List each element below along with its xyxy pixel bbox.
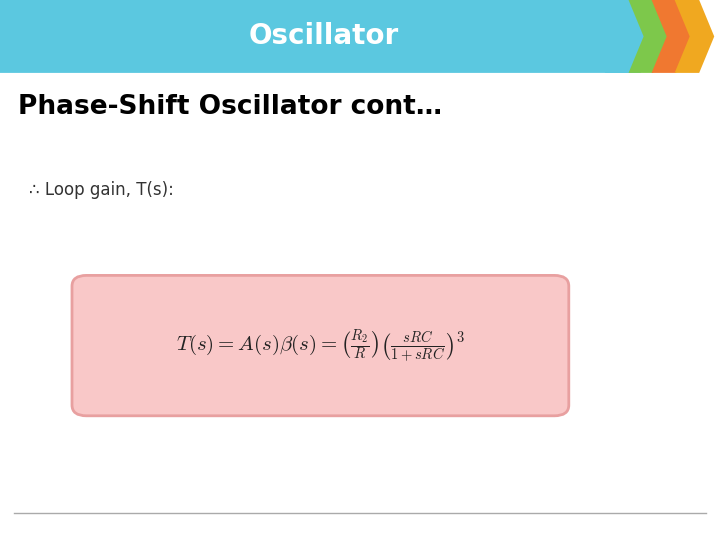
Polygon shape xyxy=(629,0,668,73)
Text: ∴ Loop gain, T(s):: ∴ Loop gain, T(s): xyxy=(29,181,174,199)
Polygon shape xyxy=(675,0,714,73)
Polygon shape xyxy=(0,0,641,73)
Text: Oscillator: Oscillator xyxy=(249,23,399,50)
Text: Phase-Shift Oscillator cont…: Phase-Shift Oscillator cont… xyxy=(18,94,442,120)
Polygon shape xyxy=(652,0,691,73)
FancyBboxPatch shape xyxy=(72,275,569,416)
Polygon shape xyxy=(605,0,644,73)
Text: $T(s) = A(s)\beta(s) = \left(\frac{R_2}{R}\right)\left(\frac{sRC}{1+sRC}\right)^: $T(s) = A(s)\beta(s) = \left(\frac{R_2}{… xyxy=(176,327,465,364)
